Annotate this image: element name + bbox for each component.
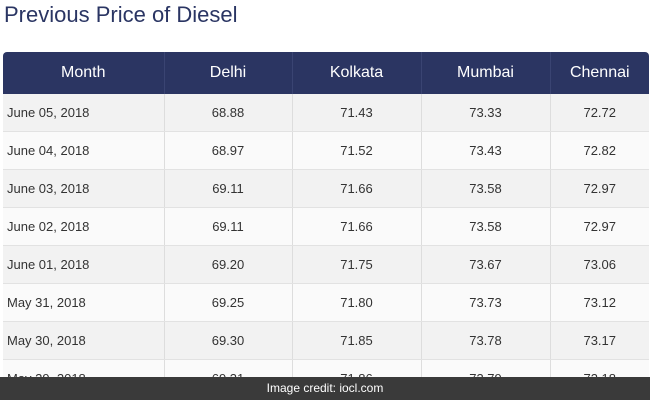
cell-kolkata: 71.66 bbox=[292, 207, 422, 246]
table-header-row: Month Delhi Kolkata Mumbai Chennai bbox=[3, 52, 649, 94]
cell-mumbai: 73.58 bbox=[421, 169, 551, 208]
cell-kolkata: 71.85 bbox=[292, 321, 422, 360]
cell-month: June 01, 2018 bbox=[3, 245, 165, 284]
cell-month: May 31, 2018 bbox=[3, 283, 165, 322]
diesel-price-table-container: Month Delhi Kolkata Mumbai Chennai June … bbox=[3, 52, 649, 398]
cell-chennai: 72.97 bbox=[550, 169, 649, 208]
cell-chennai: 72.82 bbox=[550, 131, 649, 170]
cell-month: June 02, 2018 bbox=[3, 207, 165, 246]
image-credit-bar: Image credit: iocl.com bbox=[0, 377, 650, 400]
column-header-delhi: Delhi bbox=[164, 52, 293, 94]
cell-mumbai: 73.58 bbox=[421, 207, 551, 246]
cell-month: June 04, 2018 bbox=[3, 131, 165, 170]
cell-kolkata: 71.66 bbox=[292, 169, 422, 208]
cell-month: May 30, 2018 bbox=[3, 321, 165, 360]
page-title: Previous Price of Diesel bbox=[4, 2, 238, 27]
cell-kolkata: 71.80 bbox=[292, 283, 422, 322]
column-header-mumbai: Mumbai bbox=[421, 52, 551, 94]
cell-mumbai: 73.78 bbox=[421, 321, 551, 360]
cell-delhi: 68.88 bbox=[164, 94, 293, 132]
table-row: June 05, 2018 68.88 71.43 73.33 72.72 bbox=[3, 94, 649, 132]
cell-kolkata: 71.75 bbox=[292, 245, 422, 284]
cell-chennai: 73.06 bbox=[550, 245, 649, 284]
cell-kolkata: 71.43 bbox=[292, 94, 422, 132]
diesel-price-table: Month Delhi Kolkata Mumbai Chennai June … bbox=[3, 52, 649, 398]
cell-delhi: 69.20 bbox=[164, 245, 293, 284]
cell-delhi: 68.97 bbox=[164, 131, 293, 170]
table-header: Month Delhi Kolkata Mumbai Chennai bbox=[3, 52, 649, 94]
column-header-chennai: Chennai bbox=[550, 52, 649, 94]
table-row: June 01, 2018 69.20 71.75 73.67 73.06 bbox=[3, 245, 649, 284]
cell-delhi: 69.11 bbox=[164, 207, 293, 246]
table-row: June 03, 2018 69.11 71.66 73.58 72.97 bbox=[3, 169, 649, 208]
cell-mumbai: 73.43 bbox=[421, 131, 551, 170]
table-row: May 31, 2018 69.25 71.80 73.73 73.12 bbox=[3, 283, 649, 322]
table-row: June 02, 2018 69.11 71.66 73.58 72.97 bbox=[3, 207, 649, 246]
table-row: June 04, 2018 68.97 71.52 73.43 72.82 bbox=[3, 131, 649, 170]
cell-delhi: 69.30 bbox=[164, 321, 293, 360]
cell-mumbai: 73.33 bbox=[421, 94, 551, 132]
cell-mumbai: 73.67 bbox=[421, 245, 551, 284]
column-header-month: Month bbox=[3, 52, 165, 94]
cell-mumbai: 73.73 bbox=[421, 283, 551, 322]
cell-chennai: 73.12 bbox=[550, 283, 649, 322]
cell-delhi: 69.11 bbox=[164, 169, 293, 208]
cell-chennai: 72.72 bbox=[550, 94, 649, 132]
cell-kolkata: 71.52 bbox=[292, 131, 422, 170]
cell-month: June 03, 2018 bbox=[3, 169, 165, 208]
table-row: May 30, 2018 69.30 71.85 73.78 73.17 bbox=[3, 321, 649, 360]
cell-chennai: 72.97 bbox=[550, 207, 649, 246]
cell-delhi: 69.25 bbox=[164, 283, 293, 322]
column-header-kolkata: Kolkata bbox=[292, 52, 422, 94]
cell-month: June 05, 2018 bbox=[3, 94, 165, 132]
cell-chennai: 73.17 bbox=[550, 321, 649, 360]
table-body: June 05, 2018 68.88 71.43 73.33 72.72 Ju… bbox=[3, 94, 649, 398]
